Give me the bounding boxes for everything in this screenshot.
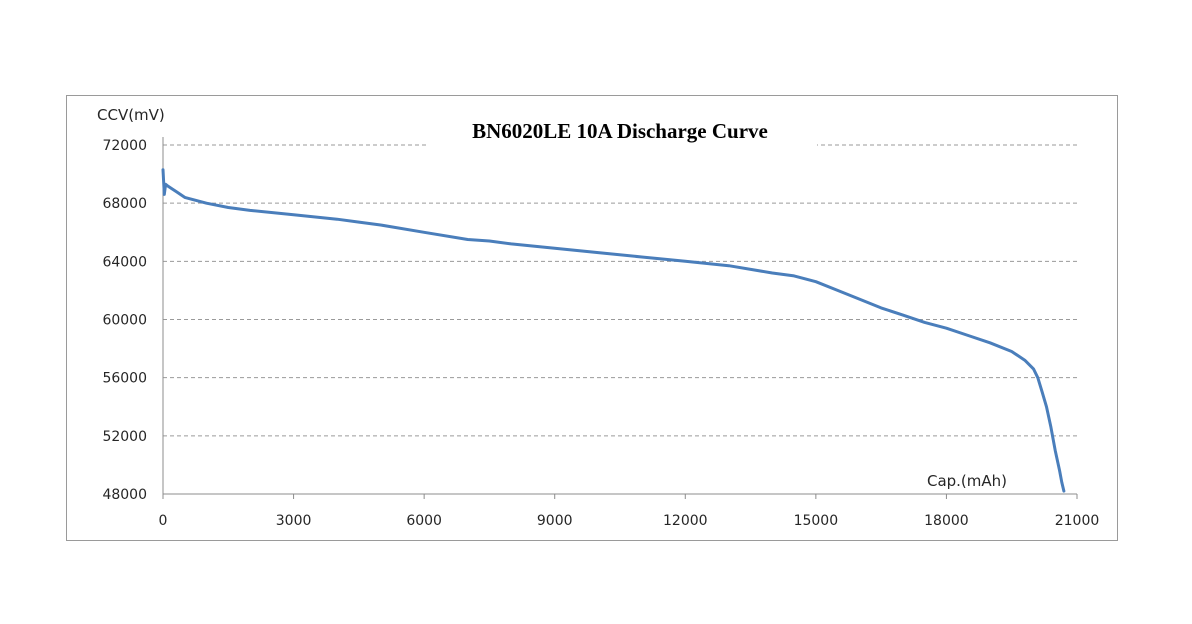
y-tick-label: 56000 bbox=[102, 371, 147, 387]
chart-frame: 72000 68000 64000 60000 56000 52000 48000 0 3000… bbox=[66, 95, 1118, 541]
y-tick-label: 72000 bbox=[102, 138, 147, 154]
series-layer bbox=[161, 168, 1066, 493]
y-tick-label: 52000 bbox=[102, 429, 147, 445]
x-tick-label: 0 bbox=[159, 513, 168, 529]
x-tick-label: 12000 bbox=[663, 513, 708, 529]
x-tick-label: 21000 bbox=[1055, 513, 1100, 529]
x-tick-label: 9000 bbox=[537, 513, 573, 529]
title-background bbox=[427, 128, 817, 154]
x-tick-label: 6000 bbox=[406, 513, 442, 529]
tick-labels: 72000 68000 64000 60000 56000 52000 48000 0 3000… bbox=[102, 138, 1099, 529]
y-tick-label: 60000 bbox=[102, 313, 147, 329]
y-tick-label: 68000 bbox=[102, 196, 147, 212]
x-tick-label: 18000 bbox=[924, 513, 969, 529]
gridlines bbox=[162, 144, 1079, 499]
chart-title: BN6020LE 10A Discharge Curve bbox=[472, 119, 768, 143]
x-axis-title: Cap.(mAh) bbox=[927, 472, 1007, 490]
axes bbox=[162, 137, 1077, 495]
y-tick-label: 64000 bbox=[102, 254, 147, 270]
series-line-0 bbox=[161, 168, 1066, 493]
x-tick-label: 15000 bbox=[794, 513, 839, 529]
y-axis-title: CCV(mV) bbox=[97, 106, 165, 124]
discharge-chart: 72000 68000 64000 60000 56000 52000 48000 0 3000… bbox=[97, 106, 1099, 529]
y-tick-label: 48000 bbox=[102, 487, 147, 503]
x-tick-label: 3000 bbox=[276, 513, 312, 529]
